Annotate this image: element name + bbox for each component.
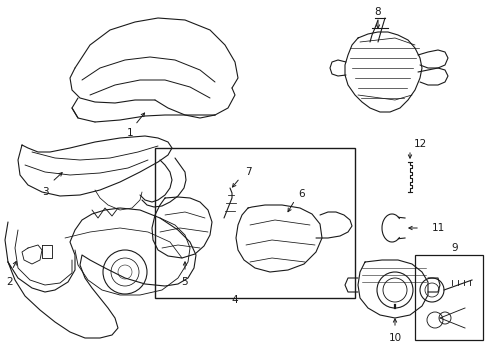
Text: 12: 12 xyxy=(412,139,426,149)
Text: 5: 5 xyxy=(182,277,188,287)
Bar xyxy=(414,255,482,340)
Text: 9: 9 xyxy=(451,243,457,253)
Text: 6: 6 xyxy=(298,189,305,199)
Text: 11: 11 xyxy=(431,223,445,233)
Text: 4: 4 xyxy=(231,295,238,305)
Text: 2: 2 xyxy=(7,277,13,287)
Text: 10: 10 xyxy=(387,333,401,343)
Text: 7: 7 xyxy=(244,167,251,177)
Text: 1: 1 xyxy=(126,128,133,138)
Text: 8: 8 xyxy=(374,7,381,17)
Bar xyxy=(155,148,354,298)
Text: 3: 3 xyxy=(41,187,48,197)
